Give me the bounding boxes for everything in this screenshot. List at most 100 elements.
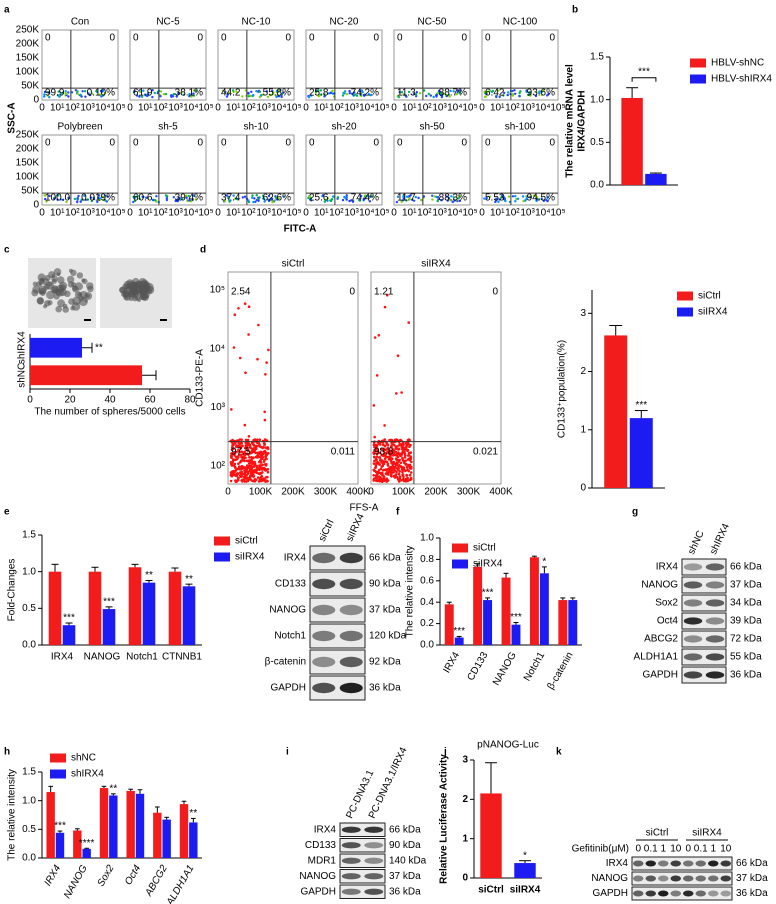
legend-label: siCtrl — [698, 291, 721, 302]
event-dot — [226, 93, 229, 96]
event-dot — [528, 91, 531, 94]
event-dot — [427, 92, 430, 96]
event-dot — [452, 196, 455, 199]
size-label: 37 kDa — [736, 873, 768, 884]
event-dot — [415, 95, 418, 98]
event-dot — [234, 479, 238, 483]
event-dot — [403, 456, 407, 459]
event-dot — [263, 442, 266, 446]
x-tick-label: 10³ — [344, 103, 359, 114]
quadrant-value: 60.6 — [133, 193, 153, 204]
event-dot — [395, 453, 398, 457]
plot-title: sh-100 — [505, 122, 536, 133]
y-tick-label: 1.5 — [590, 52, 604, 63]
event-dot — [249, 94, 252, 98]
event-dot — [244, 476, 247, 479]
event-dot — [350, 199, 353, 202]
y-tick-label: 0.5 — [22, 603, 36, 614]
event-dot — [391, 453, 395, 457]
y-tick-label: 0.0 — [420, 640, 434, 651]
quadrant-value: 0.021 — [473, 447, 498, 458]
panel-label: a — [4, 5, 10, 16]
event-dot — [241, 455, 245, 459]
x-tick-label: 10⁴ — [95, 103, 110, 114]
event-dot — [345, 194, 348, 197]
quadrant-value: 0 — [133, 33, 139, 44]
event-dot — [483, 95, 487, 99]
event-dot — [413, 199, 416, 202]
event-dot — [86, 198, 90, 201]
event-dot — [243, 450, 246, 454]
bar — [189, 822, 198, 858]
event-dot — [373, 336, 377, 339]
lane-label: 10 — [670, 844, 682, 855]
event-dot — [90, 199, 94, 203]
event-dot — [97, 196, 100, 200]
sphere-cell — [77, 292, 82, 297]
event-dot — [247, 453, 250, 456]
blot-strip — [681, 666, 727, 684]
bar — [162, 819, 171, 858]
event-dot — [376, 452, 379, 455]
significance: *** — [638, 66, 650, 77]
event-dot — [404, 441, 408, 445]
protein-label: β-catenin — [265, 657, 306, 668]
y-tick-label: shNC — [17, 363, 28, 388]
event-dot — [361, 90, 364, 94]
event-dot — [380, 459, 384, 462]
y-tick-label: 0.0 — [22, 853, 36, 864]
panel-label: c — [4, 245, 10, 256]
significance: *** — [453, 626, 465, 637]
quadrant-value: 0 — [45, 33, 51, 44]
event-dot — [277, 95, 281, 98]
event-dot — [76, 200, 79, 204]
event-dot — [258, 438, 262, 442]
event-dot — [348, 199, 351, 203]
y-axis-label: The relative mRNA level — [565, 64, 576, 178]
protein-label: NANOG — [591, 873, 628, 884]
event-dot — [498, 198, 501, 201]
event-dot — [383, 479, 386, 482]
event-dot — [177, 92, 181, 95]
band — [341, 826, 361, 833]
event-dot — [266, 95, 270, 99]
event-dot — [243, 478, 246, 481]
quadrant-value: 88.7% — [439, 88, 467, 99]
event-dot — [405, 199, 408, 202]
protein-label: ABCG2 — [644, 634, 678, 645]
event-dot — [258, 459, 262, 463]
event-dot — [252, 93, 255, 97]
event-dot — [133, 90, 136, 93]
event-dot — [387, 455, 390, 459]
blot-strip — [681, 630, 727, 648]
event-dot — [455, 93, 459, 96]
event-dot — [538, 91, 541, 95]
band — [645, 890, 656, 897]
event-dot — [353, 91, 356, 94]
event-dot — [396, 354, 400, 358]
protein-label: CD133 — [305, 840, 337, 851]
x-tick-label: Notch1 — [522, 650, 548, 683]
lane-label: shIRX4 — [708, 522, 732, 557]
event-dot — [190, 94, 194, 97]
size-label: 66 kDa — [369, 553, 401, 564]
event-dot — [314, 90, 318, 93]
event-dot — [352, 94, 355, 97]
plot-title: NC-10 — [242, 17, 271, 28]
quadrant-value: 0 — [373, 138, 379, 149]
band — [670, 860, 681, 867]
legend-swatch — [452, 559, 468, 569]
event-dot — [243, 466, 246, 469]
event-dot — [230, 446, 234, 449]
x-tick-label: 10² — [505, 208, 520, 219]
event-dot — [235, 197, 238, 200]
event-dot — [344, 90, 347, 93]
event-dot — [511, 93, 515, 96]
event-dot — [495, 197, 498, 200]
event-dot — [535, 196, 539, 199]
event-dot — [389, 474, 393, 478]
x-tick-label: 10⁵ — [462, 103, 477, 114]
event-dot — [381, 477, 384, 481]
event-dot — [266, 468, 270, 471]
event-dot — [372, 451, 375, 455]
